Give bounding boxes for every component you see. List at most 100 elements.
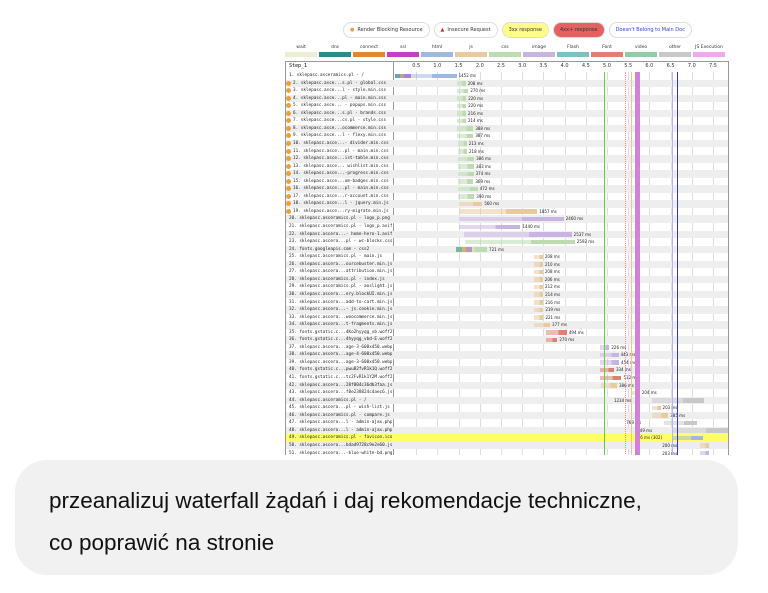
request-duration: 334 ms [615,367,631,373]
table-row[interactable]: 10. sklepasc.asce...- divider.min.css 213… [286,139,728,148]
render-blocking-icon [286,148,291,154]
table-row[interactable]: 9. sklepasc.asce...l - flexy.min.css 387 … [286,132,728,140]
table-row[interactable]: 40. fonts.gstatic.c...pwu82fvR1k1Q.woff2… [286,366,728,374]
table-row[interactable]: 3. sklepasc.asce...l - style.min.css 270 … [286,87,728,95]
table-row[interactable]: 8. sklepasc.asce...ocommerce.min.css 388 … [286,124,728,133]
table-row[interactable]: 36. fonts.gstatic.c...4hyyqg_vbd-E.woff2… [286,336,728,344]
legend-swatch [557,52,589,57]
table-row[interactable]: 20. sklepasc.asceramics.pl - logo_p.png 2… [286,215,728,223]
table-row[interactable]: 38. sklepasc.ascera...age-4-600x450.webp… [286,351,728,359]
table-row[interactable]: 23. sklepasc.ascera...pl - wc-blocks.css… [286,238,728,246]
tick-label: 6.0 [645,63,654,69]
table-row[interactable]: 11. sklepasc.asce...pl - main.min.css 218… [286,148,728,156]
request-bar [700,443,709,448]
insecure-request-button: ▲ Insecure Request [433,22,498,38]
table-row[interactable]: 28. sklepasc.asceramics.pl - index.js 206… [286,275,728,284]
request-label: 42. sklepasc.ascera...28f804c36db3faa.js [289,382,392,388]
request-duration: 216 ms [545,299,561,305]
request-label: 45. sklepasc.ascera...pl - wish-list.js [289,405,390,411]
table-row[interactable]: 16. sklepasc.asce...pl - main.min.css 472… [286,185,728,193]
render-blocking-icon [286,103,291,109]
table-row[interactable]: 47. sklepasc.ascera...l - admin-ajax.php… [286,419,728,427]
table-row[interactable]: 21. sklepasc.asceramics.pl - logo_p.avif… [286,223,728,231]
warning-icon: ▲ [440,27,445,33]
table-row[interactable]: 18. sklepasc.asce...l - jquery.min.js 560… [286,200,728,208]
table-row[interactable]: 1. sklepasc.asceramics.pl - / 1452 ms [286,72,728,80]
table-row[interactable]: 6. sklepasc.asce...s.pl - brands.css 216 … [286,109,728,118]
table-row[interactable]: 44. sklepasc.asceramics.pl - / 1234 ms [286,396,728,405]
request-label: 40. fonts.gstatic.c...pwu82fvR1k1Q.woff2 [289,367,392,373]
render-blocking-icon [286,163,291,169]
request-duration: 1857 ms [539,208,557,214]
table-row[interactable]: 45. sklepasc.ascera...pl - wish-list.js 2… [286,404,728,412]
request-bar [456,111,467,116]
legend-item: Font [591,45,623,57]
table-row[interactable]: 25. sklepasc.asceramics.pl - main.js 208 … [286,253,728,261]
render-blocking-icon [286,156,291,162]
request-label: 39. sklepasc.ascera...age-3-600x450.webp [289,359,392,365]
legend-item: Flash [557,45,589,57]
table-row[interactable]: 17. sklepasc.asce...r-account.min.css 390… [286,193,728,201]
table-row[interactable]: 12. sklepasc.asce...ist-table.min.css 386… [286,155,728,163]
table-row[interactable]: 30. sklepasc.ascera...ery.blockUI.min.js… [286,290,728,299]
request-bar [545,337,558,343]
request-label: 25. sklepasc.asceramics.pl - main.js [289,254,383,260]
request-label: 43. sklepasc.ascera...f8e238824c4aec6.js [289,390,392,396]
request-duration: 1234 ms [613,397,632,403]
table-row[interactable]: 37. sklepasc.ascera...age-3-600x450.webp… [286,344,728,352]
legend-label: ssl [400,45,406,50]
request-duration: 216 ms [468,110,483,116]
table-row[interactable]: 19. sklepasc.asce...ry-migrate.min.js 185… [286,208,728,216]
on-load-marker [671,72,674,455]
table-row[interactable]: 51. sklepasc.ascera...-blue-white-bd.png… [286,450,728,455]
table-row[interactable]: 7. sklepasc.asce...cs.pl - style.css 214 … [286,117,728,125]
table-row[interactable]: 24. fonts.googleapis.com - css2 721 ms [286,245,728,254]
request-bar [534,300,544,305]
table-row[interactable]: 26. sklepasc.ascera...ourcebuster.min.js… [286,260,728,269]
table-row[interactable]: 41. fonts.gstatic.c...tc2FvR1k1Y2M.woff2… [286,374,728,382]
table-row[interactable]: 4. sklepasc.asce...pl - main.min.css 220 … [286,94,728,103]
legend-item: js [455,45,487,57]
table-row[interactable]: 29. sklepasc.asceramics.pl - aoslight.js… [286,283,728,291]
request-duration: 270 ms [559,337,575,343]
table-row[interactable]: 33. sklepasc.ascera...woocommerce.min.js… [286,314,728,322]
table-row[interactable]: 32. sklepasc.ascera...- js.cookie.min.js… [286,306,728,314]
request-bar [456,126,474,131]
table-row[interactable]: 13. sklepasc.asce... wishlist.min.css 383… [286,163,728,171]
table-row[interactable]: 46. sklepasc.asceramics.pl - compare.js 3… [286,411,728,420]
request-duration: 220 ms [468,95,484,101]
request-bar [456,88,469,94]
request-label: 15. sklepasc.asce...om-badges.min.css [293,178,389,184]
tick-label: 2.0 [475,63,484,69]
request-bar [534,322,551,328]
table-row[interactable]: 34. sklepasc.ascera...t-fragments.min.js… [286,321,728,329]
legend-label: Font [602,45,612,50]
table-row[interactable]: 31. sklepasc.ascera...add-to-cart.min.js… [286,299,728,307]
table-row[interactable]: 43. sklepasc.ascera...f8e238824c4aec6.js… [286,389,728,397]
legend-label: html [431,45,443,50]
table-row[interactable]: 48. sklepasc.ascera...l - admin-ajax.php… [286,426,728,435]
request-duration: 212 ms [545,284,560,290]
request-label: 50. sklepasc.ascera...bdad9728c9e2e60.js [289,442,392,448]
table-row[interactable]: 22. sklepasc.ascera...- home-hero-1.avif… [286,230,728,239]
request-bar [457,171,474,177]
render-blocking-icon: ● [350,27,355,33]
table-row[interactable]: 49. sklepasc.asceramics.pl - favicon.ico… [286,434,728,442]
request-label: 4. sklepasc.asce...pl - main.min.css [293,95,387,101]
table-row[interactable]: 14. sklepasc.asce...-progress.min.css 374… [286,170,728,178]
table-row[interactable]: 50. sklepasc.ascera...bdad9728c9e2e60.js… [286,441,728,450]
request-label: 33. sklepasc.ascera...woocommerce.min.js [289,314,392,320]
table-row[interactable]: 35. fonts.gstatic.c...4Ko2hyyqg_vb.woff2… [286,329,728,337]
legend-item: image [523,45,555,57]
4xx-response-button: 4xx+ response [552,22,605,38]
render-blocking-icon [286,95,291,101]
legend-swatch [591,52,623,57]
table-row[interactable]: 2. sklepasc.asce...s.pl - global.css 208 … [286,79,728,88]
table-row[interactable]: 42. sklepasc.ascera...28f804c36db3faa.js… [286,381,728,390]
request-bar [700,451,709,455]
legend-swatch [693,52,725,57]
table-row[interactable]: 15. sklepasc.asce...om-badges.min.css 369… [286,178,728,186]
table-row[interactable]: 5. sklepasc.asce... - popups.min.css 220 … [286,102,728,110]
table-row[interactable]: 39. sklepasc.ascera...age-3-600x450.webp… [286,359,728,367]
table-row[interactable]: 27. sklepasc.ascera...attribution.min.js… [286,268,728,276]
